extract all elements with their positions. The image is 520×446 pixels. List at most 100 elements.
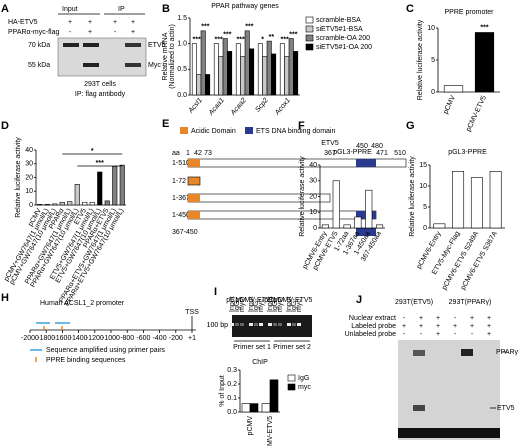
significance: ***: [289, 31, 297, 38]
sign: -: [454, 331, 457, 338]
bar: [474, 32, 495, 93]
band: [63, 43, 79, 47]
tss: TSS: [185, 309, 199, 316]
significance: ***: [245, 24, 253, 31]
legend-label: myc: [298, 384, 311, 391]
position: 1: [186, 150, 190, 157]
y-tick-label: 0: [313, 225, 317, 232]
bar: [262, 56, 268, 96]
band: [273, 323, 277, 326]
panel-label: G: [406, 120, 415, 132]
x-tick-label: Scp2: [254, 97, 270, 114]
y-axis-label: (Normalized to actin): [169, 24, 176, 89]
legend-label: Sequence amplified using primer pairs: [46, 347, 166, 354]
x-tick-label: pCMV6-ETV5 S367A: [460, 230, 499, 291]
band: [83, 43, 99, 47]
bar: [288, 38, 294, 96]
chart-title: ChIP: [252, 359, 268, 366]
band: [413, 350, 425, 356]
legend-label: siETV5#1-OA 200: [316, 44, 372, 51]
tick-label: -1000: [102, 335, 120, 342]
sign: +: [470, 323, 474, 330]
band-label: ETV5: [497, 405, 515, 412]
lane-label: IgG: [234, 301, 241, 312]
legend-swatch: [305, 43, 314, 51]
legend-label: scramble-BSA: [316, 17, 361, 24]
y-tick-label: 0.0: [227, 409, 237, 416]
y-tick-label: 0.0: [177, 92, 187, 99]
significance: ***: [96, 160, 104, 167]
panel-label: F: [298, 120, 305, 132]
bar: [82, 201, 88, 206]
y-axis-label: Relative luciferase activity: [409, 156, 416, 237]
legend-swatch: [287, 383, 296, 391]
significance: *: [91, 148, 94, 155]
bar: [241, 403, 251, 413]
sign: +: [131, 29, 135, 36]
primer: Primer set 2: [273, 344, 311, 351]
sign: -: [114, 29, 117, 36]
bar: [249, 48, 255, 96]
cells: 293T cells: [84, 81, 116, 88]
lane-label: myc: [296, 299, 303, 312]
bar: [235, 43, 241, 96]
position: 471: [376, 150, 388, 157]
protein: ETV5: [321, 140, 339, 147]
significance: ***: [215, 37, 223, 44]
lane-label: Input: [286, 296, 293, 312]
bar: [293, 51, 299, 96]
position: 480: [371, 143, 383, 150]
x-tick-label: pCMV: [442, 94, 457, 115]
significance: ***: [223, 31, 231, 38]
sign: +: [436, 323, 440, 330]
y-tick-label: 40: [25, 147, 33, 154]
bar: [452, 171, 465, 229]
bar: [205, 74, 211, 96]
band: [235, 323, 239, 326]
bar: [104, 200, 110, 206]
bar: [218, 56, 224, 96]
legend-swatch: [180, 127, 188, 134]
band: [125, 63, 141, 67]
tick-label: -400: [153, 335, 167, 342]
y-tick-label: 0.1: [227, 395, 237, 402]
panel-label: B: [162, 3, 170, 15]
y-tick-label: 20: [309, 193, 317, 200]
sign: -: [403, 315, 406, 322]
input-label: Input: [62, 6, 78, 13]
y-tick-label: 10: [427, 25, 435, 32]
bar: [119, 164, 125, 206]
marker: 100 bp: [207, 322, 229, 329]
band-label: ETV5: [148, 42, 166, 49]
y-tick-label: 10: [309, 209, 317, 216]
y-tick-label: 40: [309, 162, 317, 169]
sign: +: [419, 315, 423, 322]
group-label: pCMV-ETV5: [274, 297, 313, 304]
construct-bar: [187, 210, 377, 220]
bar: [269, 379, 279, 413]
lane-label: myc: [258, 299, 265, 312]
group-label: pCMV: [226, 297, 246, 304]
bar: [196, 74, 202, 96]
bar: [112, 166, 118, 206]
sign: +: [68, 19, 72, 26]
legend-label: PPRE binding sequences: [46, 357, 126, 364]
panel-label: D: [1, 120, 9, 132]
bar: [67, 201, 73, 206]
legend-label: siETV5#1-BSA: [316, 26, 363, 33]
x-tick-label: pCMV-ETV5: [267, 416, 274, 446]
construct: 1-367: [172, 195, 190, 202]
sign: +: [402, 323, 406, 330]
position: 367: [324, 150, 336, 157]
position: 42: [194, 150, 202, 157]
lane-label: IgG: [272, 301, 279, 312]
sign: +: [453, 323, 457, 330]
lane-label: myc: [239, 299, 246, 312]
bar: [376, 224, 384, 229]
cells: 293T(PPARγ): [449, 299, 492, 306]
x-tick-label: pCMV-ETV5: [465, 95, 488, 133]
band: [249, 323, 253, 326]
lane-label: IgG: [253, 301, 260, 312]
y-tick-label: 0.2: [227, 381, 237, 388]
